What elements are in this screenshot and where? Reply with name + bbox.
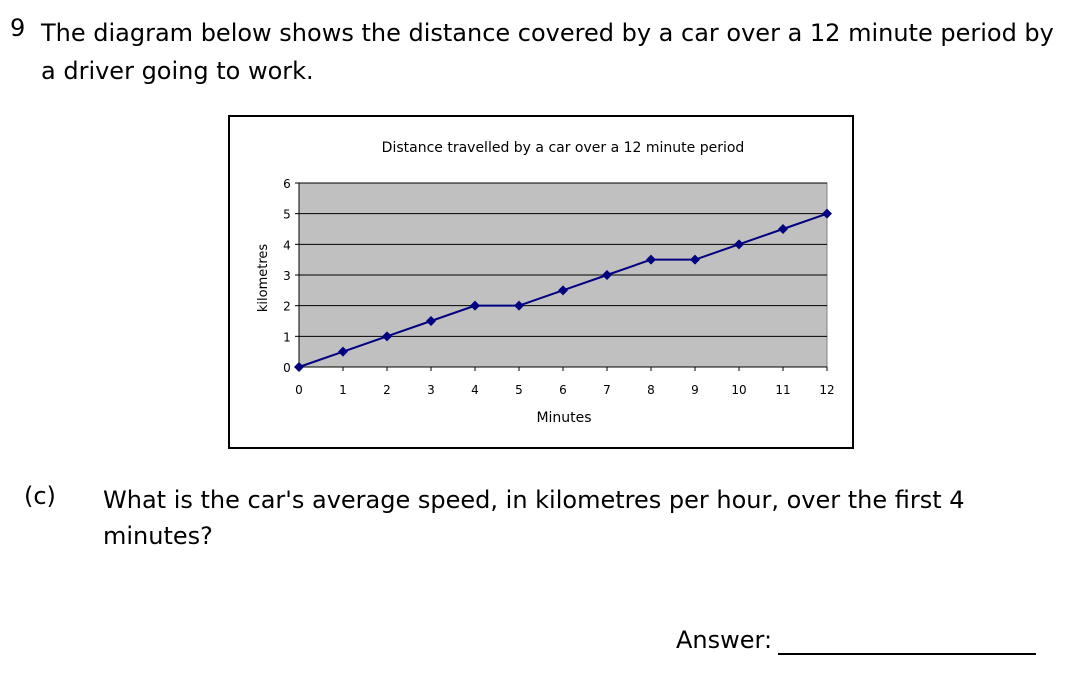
data-point-2 <box>382 331 392 342</box>
answer-line[interactable] <box>778 653 1036 655</box>
y-tick-label-5: 5 <box>283 208 291 222</box>
x-tick-label-7: 7 <box>603 383 611 397</box>
y-tick-label-2: 2 <box>283 300 291 314</box>
x-tick-label-1: 1 <box>339 383 347 397</box>
x-tick-label-9: 9 <box>691 383 699 397</box>
question-text: The diagram below shows the distance cov… <box>41 19 1054 85</box>
y-tick-label-3: 3 <box>283 269 291 283</box>
x-tick-label-2: 2 <box>383 383 391 397</box>
x-tick-label-8: 8 <box>647 383 655 397</box>
data-point-5 <box>514 300 524 311</box>
x-tick-label-12: 12 <box>819 383 834 397</box>
distance-time-chart: Distance travelled by a car over a 12 mi… <box>228 115 854 449</box>
data-point-8 <box>646 254 656 265</box>
y-tick-label-0: 0 <box>283 361 291 375</box>
x-tick-label-3: 3 <box>427 383 435 397</box>
data-point-7 <box>602 270 612 280</box>
answer-label: Answer: <box>676 626 773 654</box>
data-point-4 <box>470 300 480 311</box>
chart-svg: Distance travelled by a car over a 12 mi… <box>256 140 835 426</box>
data-point-9 <box>690 254 700 265</box>
chart-y-axis-label: kilometres <box>256 244 271 313</box>
x-tick-label-6: 6 <box>559 383 567 397</box>
y-tick-label-4: 4 <box>283 238 291 252</box>
x-tick-label-0: 0 <box>295 383 303 397</box>
data-point-3 <box>426 316 436 326</box>
data-point-12 <box>822 208 832 219</box>
data-point-1 <box>338 346 348 357</box>
x-tick-label-5: 5 <box>515 383 523 397</box>
chart-title: Distance travelled by a car over a 12 mi… <box>382 140 745 156</box>
y-tick-label-6: 6 <box>283 177 291 191</box>
data-point-6 <box>558 285 568 296</box>
question-number: 9 <box>10 14 26 42</box>
data-point-10 <box>734 239 744 250</box>
chart-x-axis-label: Minutes <box>536 410 591 426</box>
part-label: (c) <box>24 482 56 510</box>
data-point-0 <box>294 362 304 372</box>
data-point-11 <box>778 224 788 234</box>
part-question-text: What is the car's average speed, in kilo… <box>103 486 965 550</box>
x-tick-label-4: 4 <box>471 383 479 397</box>
x-tick-label-10: 10 <box>731 383 746 397</box>
x-tick-label-11: 11 <box>775 383 790 397</box>
y-tick-label-1: 1 <box>283 330 291 344</box>
